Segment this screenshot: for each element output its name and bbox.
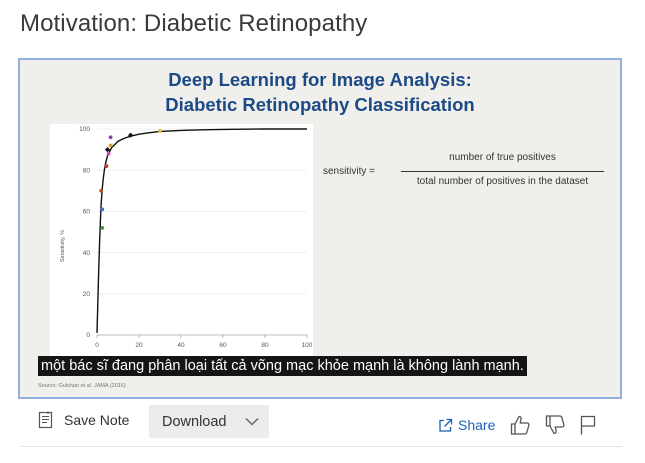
- grader-point: [158, 129, 162, 133]
- share-icon: [439, 418, 453, 432]
- download-dropdown[interactable]: Download: [149, 405, 269, 438]
- save-note-label: Save Note: [64, 412, 130, 428]
- thumbs-down-icon[interactable]: [544, 414, 566, 436]
- y-tick-label: 60: [83, 209, 91, 216]
- x-tick-label: 40: [177, 342, 185, 349]
- grader-point: [100, 225, 105, 230]
- grader-point: [99, 188, 104, 193]
- slide-source: Source: Gulshan et al. JAMA (2016): [38, 383, 126, 389]
- grader-point: [104, 164, 109, 168]
- roc-chart: 0 20 40 60 80 100 0 20 40 60 80 100 Sensitivity, %: [50, 124, 313, 357]
- share-label: Share: [458, 417, 496, 433]
- y-tick-label: 0: [86, 332, 90, 339]
- video-player[interactable]: Deep Learning for Image Analysis: Diabet…: [18, 58, 622, 399]
- sensitivity-formula: sensitivity = number of true positives t…: [323, 152, 613, 192]
- save-note-button[interactable]: Save Note: [38, 409, 129, 431]
- chevron-down-icon: [245, 417, 259, 426]
- grader-point: [108, 135, 113, 140]
- y-tick-label: 40: [83, 250, 91, 257]
- x-tick-label: 100: [302, 342, 313, 349]
- page-title: Motivation: Diabetic Retinopathy: [20, 10, 368, 37]
- fraction-bar: [401, 171, 604, 172]
- y-tick-label: 100: [79, 126, 90, 133]
- video-subtitle: một bác sĩ đang phân loại tất cả võng mạ…: [38, 356, 527, 376]
- x-tick-label: 0: [95, 342, 99, 349]
- slide-title-line1: Deep Learning for Image Analysis:: [168, 69, 472, 90]
- x-tick-label: 20: [135, 342, 143, 349]
- formula-lhs: sensitivity =: [323, 166, 375, 177]
- y-tick-label: 80: [83, 167, 91, 174]
- toolbar-divider: [20, 446, 622, 447]
- grader-point: [100, 207, 105, 212]
- slide-title-line2: Diabetic Retinopathy Classification: [165, 94, 475, 115]
- y-tick-label: 20: [83, 291, 91, 298]
- operating-point: [104, 147, 111, 153]
- y-axis-title: Sensitivity, %: [60, 230, 66, 262]
- operating-point: [128, 132, 134, 138]
- share-button[interactable]: Share: [438, 417, 495, 433]
- roc-chart-svg: 0 20 40 60 80 100 0 20 40 60 80 100 Sensitivity, %: [60, 126, 313, 349]
- grader-point: [106, 151, 111, 156]
- formula-denominator: total number of positives in the dataset: [416, 176, 589, 187]
- thumbs-up-icon[interactable]: [509, 414, 531, 436]
- formula-numerator: number of true positives: [449, 152, 556, 163]
- grader-point: [108, 143, 113, 148]
- download-label: Download: [162, 413, 227, 430]
- x-tick-label: 60: [219, 342, 227, 349]
- roc-curve: [96, 128, 307, 333]
- flag-icon[interactable]: [579, 415, 597, 435]
- lecture-toolbar: Save Note Download Share: [20, 404, 622, 444]
- x-tick-label: 80: [261, 342, 269, 349]
- note-icon: [38, 411, 53, 429]
